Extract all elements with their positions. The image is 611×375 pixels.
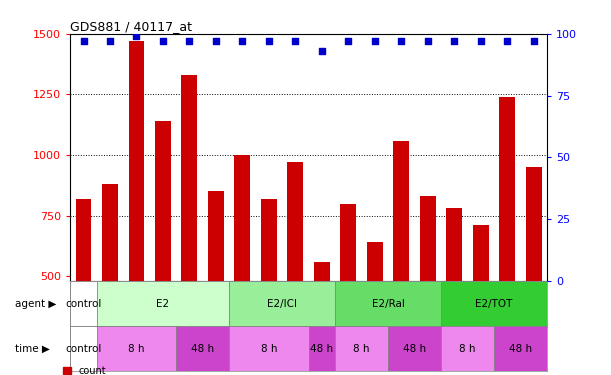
Bar [176,326,229,371]
Bar [335,281,441,326]
Bar [309,326,335,371]
Text: 48 h: 48 h [310,344,334,354]
Text: 8 h: 8 h [260,344,277,354]
Bar [393,141,409,375]
Point [423,38,433,44]
Bar [70,281,97,326]
Text: control: control [65,344,101,354]
Point [317,48,327,54]
Point [397,38,406,44]
Bar [97,281,229,326]
Bar [208,192,224,375]
Bar [473,225,489,375]
Point [370,38,379,44]
Text: 48 h: 48 h [403,344,426,354]
Point [476,38,486,44]
Text: GDS881 / 40117_at: GDS881 / 40117_at [70,20,192,33]
Bar [446,209,462,375]
Bar [229,326,309,371]
Bar [388,326,441,371]
Text: control: control [65,299,101,309]
Bar [340,204,356,375]
Text: E2/Ral: E2/Ral [371,299,404,309]
Text: 8 h: 8 h [353,344,370,354]
Bar [261,199,277,375]
Text: 8 h: 8 h [459,344,476,354]
Point [449,38,459,44]
Text: E2: E2 [156,299,169,309]
Point [79,38,89,44]
Bar [287,162,303,375]
Bar [494,326,547,371]
Bar [235,155,251,375]
Bar [499,97,515,375]
Bar [76,199,92,375]
Legend: count, percentile rank within the sample: count, percentile rank within the sample [63,366,243,375]
Bar [525,167,541,375]
Bar [128,41,144,375]
Point [185,38,194,44]
Point [502,38,512,44]
Bar [229,281,335,326]
Point [211,38,221,44]
Point [131,33,141,39]
Text: agent ▶: agent ▶ [15,299,57,309]
Point [238,38,247,44]
Point [290,38,300,44]
Bar [420,196,436,375]
Point [529,38,538,44]
Point [264,38,274,44]
Text: time ▶: time ▶ [15,344,50,354]
Text: E2/ICI: E2/ICI [267,299,297,309]
Bar [367,242,382,375]
Bar [97,326,176,371]
Text: 48 h: 48 h [191,344,214,354]
Bar [181,75,197,375]
Bar [102,184,118,375]
Bar [441,281,547,326]
Text: E2/TOT: E2/TOT [475,299,513,309]
Bar [441,326,494,371]
Text: 8 h: 8 h [128,344,145,354]
Bar [155,121,171,375]
Point [105,38,115,44]
Text: 48 h: 48 h [509,344,532,354]
Bar [335,326,388,371]
Point [158,38,168,44]
Point [343,38,353,44]
Bar [70,326,97,371]
Bar [314,262,330,375]
